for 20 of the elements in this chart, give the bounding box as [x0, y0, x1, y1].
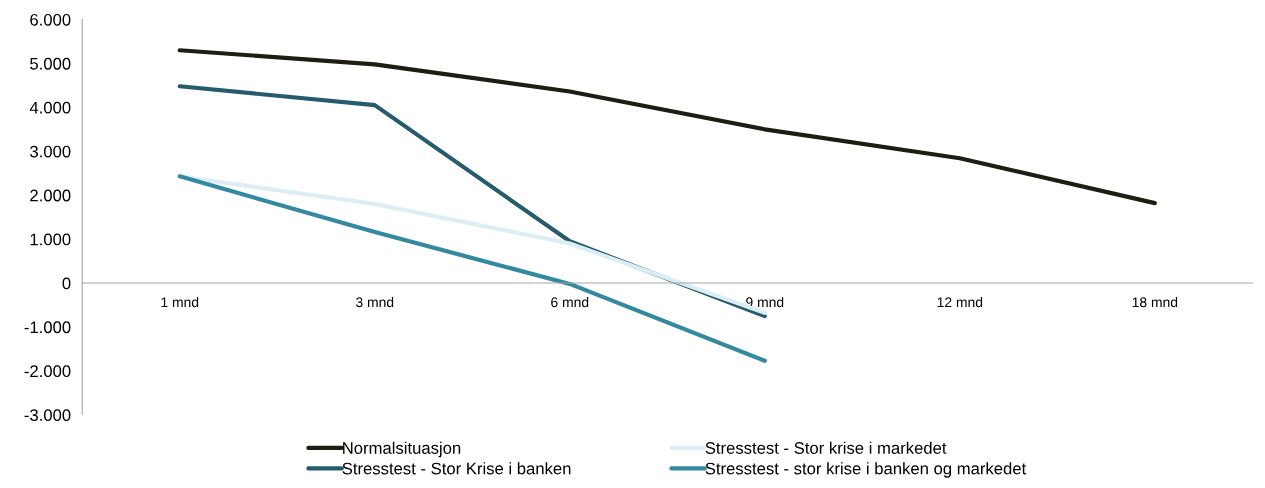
line-series: [177, 48, 1157, 206]
x-tick-label: 3 mnd: [355, 296, 394, 308]
y-tick-label: 5.000: [30, 57, 71, 70]
y-tick-label: -1.000: [24, 321, 71, 334]
y-tick-label: 1.000: [30, 233, 71, 246]
x-tick-label: 18 mnd: [1132, 296, 1178, 308]
legend-label: Normalsituasjon: [343, 441, 461, 458]
y-tick-label: 2.000: [30, 189, 71, 202]
x-tick-label: 1 mnd: [161, 296, 199, 308]
x-tick-label: 12 mnd: [937, 296, 983, 308]
legend-label: Stresstest - stor krise i banken og markedet: [705, 462, 1027, 478]
legend-label: Stresstest - Stor krise i markedet: [705, 441, 947, 454]
legend-label: Stresstest - Stor Krise i banken: [342, 462, 571, 475]
y-tick-label: -3.000: [24, 409, 71, 421]
y-tick-label: 3.000: [30, 145, 71, 158]
y-tick-label: -2.000: [24, 365, 71, 378]
y-tick-label: 4.000: [29, 101, 71, 114]
x-tick-label: 6 mnd: [551, 296, 589, 308]
y-tick-label: 6.000: [30, 13, 71, 26]
y-tick-label: 0: [62, 277, 71, 290]
